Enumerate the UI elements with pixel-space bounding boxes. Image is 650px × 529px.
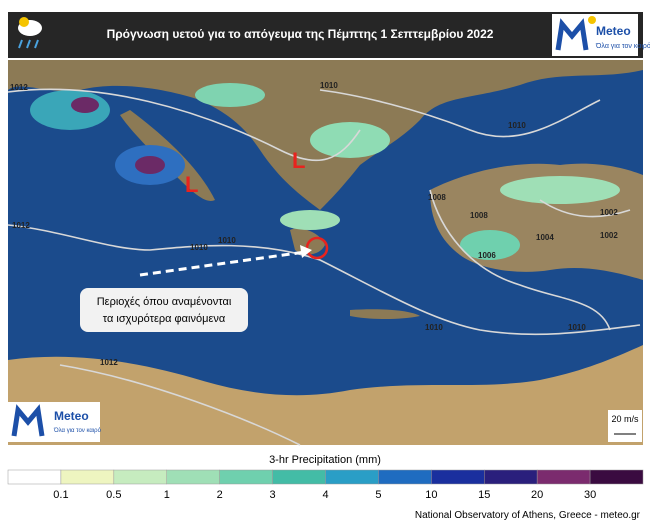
- low-pressure: L: [292, 148, 305, 173]
- map-logo-box: [8, 402, 100, 442]
- colorbar-label: 4: [322, 489, 328, 501]
- weather-icon: [18, 17, 42, 49]
- colorbar-label: 5: [375, 489, 381, 501]
- map-logo-name: Meteo: [54, 409, 89, 423]
- logo-sun: [588, 16, 596, 24]
- colorbar-label: 30: [584, 489, 596, 501]
- colorbar-label: 0.5: [106, 489, 121, 501]
- colorbar-box: [7, 469, 62, 485]
- colorbar-box: [325, 469, 379, 485]
- isobar-label: 1008: [470, 211, 488, 220]
- colorbar-box: [536, 469, 591, 485]
- colorbar-label: 0.1: [53, 489, 68, 501]
- colorbar-label: 15: [478, 489, 490, 501]
- isobar-label: 1002: [600, 208, 618, 217]
- colorbar-box: [166, 469, 220, 485]
- map-logo-mark: [11, 404, 45, 437]
- colorbar-box: [113, 469, 168, 485]
- isobar-label: 1004: [536, 233, 554, 242]
- low-pressure: L: [185, 172, 198, 197]
- colorbar-box: [378, 469, 432, 485]
- isobar-label: 1008: [428, 193, 446, 202]
- colorbar-box: [589, 469, 644, 485]
- logo-name: Meteo: [596, 24, 631, 38]
- colorbar-label: 10: [425, 489, 437, 501]
- colorbar-box: [60, 469, 115, 485]
- isobar-label: 1010: [190, 243, 208, 252]
- annotation: Περιοχές όπου αναμένονται: [97, 296, 232, 308]
- isobar-label: 1012: [12, 221, 30, 230]
- isobar-label: 1010: [320, 81, 338, 90]
- isobar-label: 1010: [568, 323, 586, 332]
- colorbar-box: [484, 469, 538, 485]
- isobar-label: 1010: [508, 121, 526, 130]
- logo-mark: [555, 18, 589, 51]
- map-logo-tagline: Όλα για τον καιρό: [53, 427, 102, 434]
- colorbar-label: 1: [164, 489, 170, 501]
- annotation: τα ισχυρότερα φαινόμενα: [103, 313, 226, 325]
- wind-scale-box: [608, 410, 642, 442]
- colorbar-box: [272, 469, 326, 485]
- isobar-label: 1010: [218, 236, 236, 245]
- colorbar-label: 2: [217, 489, 223, 501]
- colorbar-box: [431, 469, 485, 485]
- isobar-label: 1012: [10, 83, 28, 92]
- header-bar: [8, 12, 643, 58]
- isobar-label: 1002: [600, 231, 618, 240]
- map: [7, 60, 643, 446]
- colorbar: 0.1 0.5 1 2 3 4 5 10 15 20 30: [7, 469, 644, 501]
- isobar-label: 1010: [425, 323, 443, 332]
- legend-title: 3-hr Precipitation (mm): [269, 454, 381, 466]
- logo-tagline: Όλα για τον καιρό: [595, 42, 650, 50]
- isobar-label: 1012: [100, 358, 118, 367]
- title: Πρόγνωση υετού για το απόγευμα της Πέμπτ…: [107, 27, 494, 41]
- annotation-box: [80, 288, 248, 332]
- colorbar-box: [219, 469, 273, 485]
- wind-scale: 20 m/s: [611, 414, 639, 424]
- colorbar-label: 3: [270, 489, 276, 501]
- isobar-label: 1006: [478, 251, 496, 260]
- footer: National Observatory of Athens, Greece -…: [415, 510, 641, 521]
- colorbar-label: 20: [531, 489, 543, 501]
